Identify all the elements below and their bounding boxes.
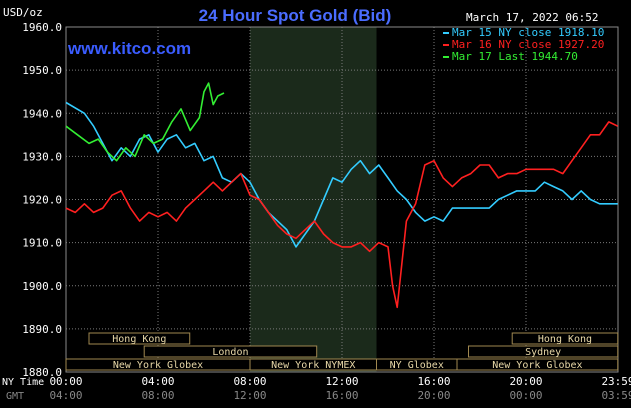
y-tick-label: 1940.0 bbox=[22, 107, 62, 120]
y-tick-labels: 1960.0 1950.0 1940.0 1930.0 1920.0 1910.0 1900… bbox=[22, 21, 62, 379]
session-bar bbox=[88, 332, 191, 345]
x-tick-label-ny: 20:00 bbox=[509, 375, 542, 388]
series-line-mar-17 bbox=[65, 82, 225, 162]
legend-swatch bbox=[443, 32, 449, 34]
x-tick-label-ny: 08:00 bbox=[233, 375, 266, 388]
x-tick-label-ny: 16:00 bbox=[417, 375, 450, 388]
x-tick-label-ny: 23:59 bbox=[601, 375, 631, 388]
market-sessions: Hong Kong London New York Globex New York N… bbox=[65, 332, 619, 371]
series-line-mar-15 bbox=[65, 101, 618, 248]
session-label: Hong Kong bbox=[112, 334, 166, 345]
gmt-row-label: GMT bbox=[6, 391, 24, 402]
session-label: Sydney bbox=[525, 347, 561, 358]
y-tick-label: 1920.0 bbox=[22, 194, 62, 207]
x-tick-labels: 00:0004:0004:0008:0008:0012:0012:0016:00… bbox=[49, 375, 631, 402]
session-bar bbox=[468, 345, 619, 358]
session-label: New York Globex bbox=[492, 360, 582, 371]
y-tick-label: 1960.0 bbox=[22, 21, 62, 34]
session-label: London bbox=[212, 347, 248, 358]
y-tick-label: 1880.0 bbox=[22, 366, 62, 379]
x-tick-label-gmt: 03:59 bbox=[601, 389, 631, 402]
x-tick-label-gmt: 00:00 bbox=[509, 389, 542, 402]
session-label: NY Globex bbox=[390, 360, 444, 371]
x-tick-label-ny: 04:00 bbox=[141, 375, 174, 388]
y-tick-label: 1930.0 bbox=[22, 150, 62, 163]
x-tick-label-gmt: 08:00 bbox=[141, 389, 174, 402]
y-axis-unit-label: USD/oz bbox=[3, 6, 43, 19]
chart-title: 24 Hour Spot Gold (Bid) bbox=[199, 6, 392, 25]
x-tick-label-gmt: 16:00 bbox=[325, 389, 358, 402]
x-tick-label-gmt: 04:00 bbox=[49, 389, 82, 402]
series-line-mar-16 bbox=[65, 121, 619, 309]
watermark-url: www.kitco.com bbox=[67, 39, 191, 58]
legend-label: Mar 17 Last 1944.70 bbox=[452, 50, 578, 63]
session-label: New York Globex bbox=[113, 360, 203, 371]
price-series bbox=[65, 82, 619, 309]
y-tick-label: 1950.0 bbox=[22, 64, 62, 77]
ny-time-row-label: NY Time bbox=[2, 377, 44, 388]
session-bar bbox=[456, 358, 619, 371]
session-bar bbox=[143, 345, 318, 358]
x-tick-label-ny: 12:00 bbox=[325, 375, 358, 388]
x-tick-label-gmt: 12:00 bbox=[233, 389, 266, 402]
legend-label: Mar 15 NY close 1918.10 bbox=[452, 26, 604, 39]
session-bar bbox=[511, 332, 619, 345]
legend-label: Mar 16 NY close 1927.20 bbox=[452, 38, 604, 51]
session-label: New York NYMEX bbox=[271, 360, 355, 371]
nymex-session-shade bbox=[250, 27, 377, 372]
timestamp: March 17, 2022 06:52 bbox=[466, 11, 598, 24]
session-label: Hong Kong bbox=[538, 334, 592, 345]
y-tick-label: 1910.0 bbox=[22, 237, 62, 250]
x-tick-label-gmt: 20:00 bbox=[417, 389, 450, 402]
legend-swatch bbox=[443, 56, 449, 58]
y-tick-label: 1900.0 bbox=[22, 280, 62, 293]
grid bbox=[65, 26, 619, 373]
legend-swatch bbox=[443, 44, 449, 46]
plot-frame bbox=[65, 26, 619, 373]
y-tick-label: 1890.0 bbox=[22, 323, 62, 336]
x-tick-label-ny: 00:00 bbox=[49, 375, 82, 388]
